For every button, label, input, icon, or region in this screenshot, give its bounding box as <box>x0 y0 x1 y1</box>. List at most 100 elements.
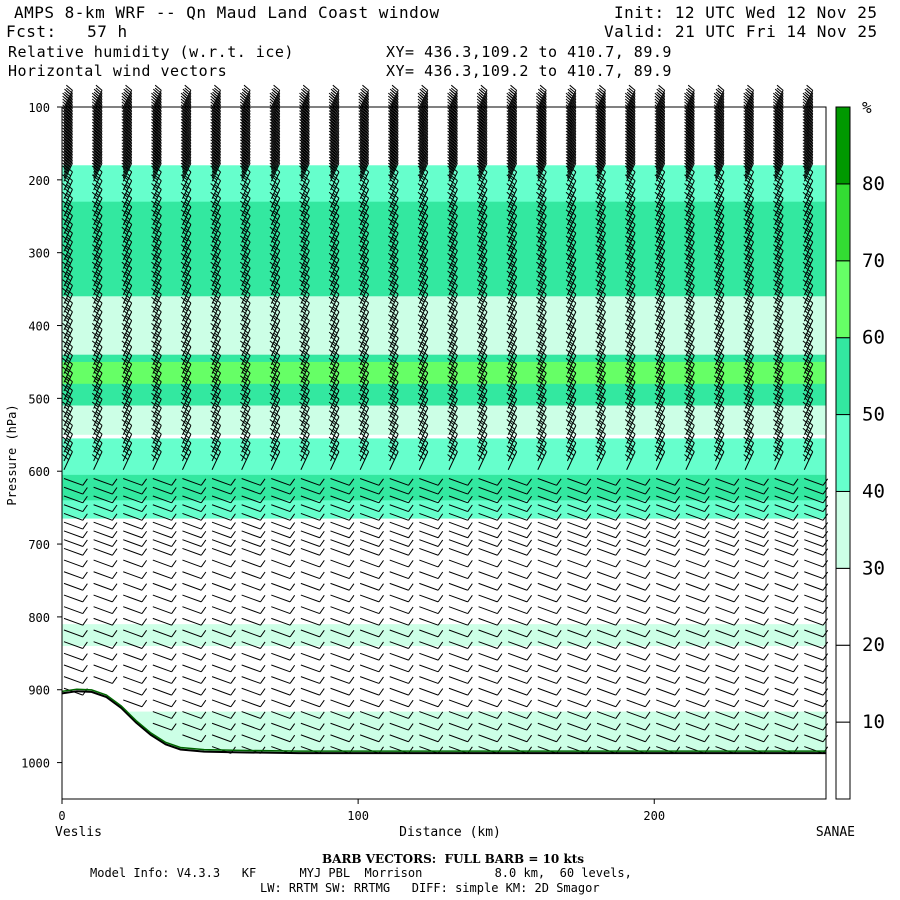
wind-barb-feather <box>82 495 88 504</box>
wind-barb-feather <box>271 450 279 456</box>
wind-barb <box>152 215 162 234</box>
wind-barb-feather <box>66 332 73 339</box>
wind-barb-feather <box>214 111 221 117</box>
wind-barb <box>63 171 73 191</box>
wind-barb-feather <box>389 257 397 264</box>
wind-barb <box>93 250 103 269</box>
wind-barb-feather <box>319 711 325 719</box>
wind-barb <box>182 547 202 556</box>
wind-barb-feather <box>556 606 562 614</box>
wind-barb-feather <box>184 306 192 313</box>
wind-barb <box>359 451 370 470</box>
wind-barb <box>359 390 370 409</box>
wind-barb-feather <box>421 419 429 426</box>
wind-barb <box>241 346 251 366</box>
wind-barb <box>211 119 221 138</box>
wind-barb-feather <box>239 454 247 460</box>
wind-barb-feather <box>301 345 308 352</box>
wind-barb-feather <box>111 530 118 539</box>
wind-barb <box>122 107 133 127</box>
wind-barb <box>211 355 221 374</box>
wind-barb-feather <box>123 441 131 448</box>
wind-barb-feather <box>239 366 247 373</box>
wind-barb <box>211 381 221 401</box>
wind-barb <box>63 162 73 182</box>
wind-barb-feather <box>171 641 177 649</box>
wind-barb-feather <box>123 222 131 229</box>
wind-barb-feather <box>421 143 429 149</box>
wind-barb-feather <box>271 231 279 238</box>
wind-barb <box>93 629 113 638</box>
wind-barb <box>270 241 281 261</box>
wind-barb-feather <box>95 393 103 400</box>
wind-barb <box>300 407 310 427</box>
wind-barb-feather <box>62 200 70 207</box>
wind-barb <box>300 197 310 217</box>
wind-barb-feather <box>151 226 158 233</box>
wind-barb <box>359 606 380 615</box>
wind-barb-feather <box>417 349 425 356</box>
wind-barb <box>419 711 439 719</box>
wind-barb <box>330 329 340 348</box>
wind-barb-feather <box>151 357 158 364</box>
wind-barb-feather <box>302 108 310 115</box>
wind-barb-feather <box>66 384 73 391</box>
wind-barb <box>241 582 261 591</box>
wind-barb <box>63 329 73 348</box>
wind-barb-feather <box>389 388 397 395</box>
wind-barb-feather <box>417 384 425 391</box>
wind-barb-feather <box>332 90 340 97</box>
wind-barb-feather <box>152 249 160 255</box>
wind-barb <box>211 142 221 162</box>
wind-barb-feather <box>302 183 310 190</box>
wind-barb <box>211 530 232 539</box>
wind-barb-feather <box>358 279 366 286</box>
wind-barb <box>270 416 281 436</box>
wind-barb-feather <box>241 301 249 308</box>
wind-barb-feather <box>123 310 131 317</box>
wind-barb-feather <box>123 257 131 264</box>
wind-barb-feather <box>141 530 148 539</box>
wind-barb-feather <box>389 179 397 186</box>
wind-barb-feather <box>214 271 221 278</box>
wind-barb <box>211 189 221 208</box>
wind-barb-feather <box>121 454 129 460</box>
wind-barb-feather <box>200 664 207 673</box>
wind-barb-feather <box>210 314 218 321</box>
wind-barb-feather <box>437 688 444 696</box>
wind-barb-feather <box>421 271 429 278</box>
wind-barb-feather <box>302 145 310 152</box>
wind-barb-feather <box>125 332 132 339</box>
wind-barb <box>300 320 310 339</box>
wind-barb-feather <box>239 340 247 347</box>
wind-barb <box>93 139 103 159</box>
wind-barb <box>122 157 133 176</box>
wind-barb-feather <box>152 415 160 422</box>
wind-barb-feather <box>184 148 192 155</box>
wind-barb-feather <box>239 375 247 382</box>
wind-barb-feather <box>271 222 279 229</box>
wind-barb-feather <box>319 630 325 638</box>
wind-barb-feather <box>241 423 249 430</box>
wind-barb <box>63 259 73 278</box>
wind-barb-feather <box>95 437 103 444</box>
wind-barb <box>211 148 221 167</box>
wind-barb <box>300 547 320 556</box>
wind-barb-feather <box>184 96 192 103</box>
wind-barb <box>478 652 498 661</box>
wind-barb <box>93 90 103 109</box>
wind-barb-feather <box>556 699 562 708</box>
wind-barb <box>330 145 340 165</box>
init-time: Init: 12 UTC Wed 12 Nov 25 <box>614 3 878 22</box>
wind-barb-feather <box>419 240 427 247</box>
wind-barb-feather <box>91 270 99 277</box>
wind-barb-feather <box>214 253 221 260</box>
wind-barb <box>270 250 281 269</box>
wind-barb-feather <box>389 327 397 334</box>
wind-barb-feather <box>95 253 103 260</box>
wind-barb-feather <box>421 376 429 383</box>
wind-barb-feather <box>391 297 399 304</box>
wind-barb-feather <box>151 454 158 460</box>
wind-barb-feather <box>389 187 397 194</box>
wind-barb <box>211 687 232 696</box>
